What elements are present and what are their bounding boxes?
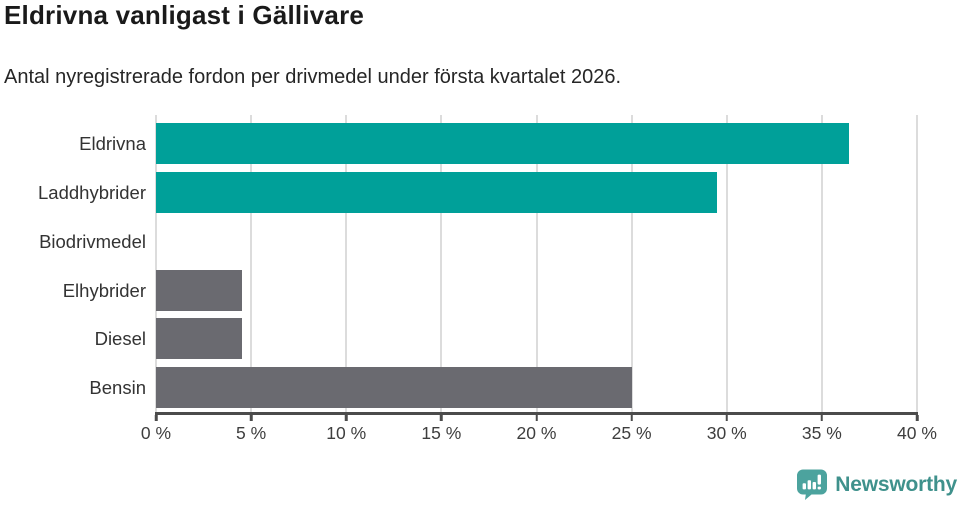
x-tick-mark (345, 415, 348, 421)
x-tick-label: 10 % (326, 423, 367, 443)
gridline (630, 115, 633, 413)
x-tick-label: 30 % (706, 423, 747, 443)
category-label: Diesel (94, 328, 146, 350)
x-tick-mark (820, 415, 824, 421)
x-tick-mark (249, 415, 253, 421)
x-tick-label: 40 % (897, 423, 937, 443)
x-tick-mark (535, 415, 538, 421)
category-label: Elhybrider (62, 279, 146, 301)
x-tick-mark (915, 415, 919, 421)
chart-title: Eldrivna vanligast i Gällivare (4, 0, 365, 30)
newsworthy-speech-bubble-barchart-icon (795, 469, 828, 500)
gridline (725, 115, 728, 413)
gridline (916, 115, 918, 413)
gridline (345, 115, 348, 413)
gridline (250, 115, 253, 413)
newsworthy-logo-text: Newsworthy (835, 472, 957, 496)
gridline (155, 115, 157, 413)
bar-elhybrider (156, 269, 242, 311)
category-label: Eldrivna (79, 133, 146, 155)
x-tick-mark (154, 415, 158, 421)
chart-subtitle: Antal nyregistrerade fordon per drivmede… (4, 66, 622, 88)
x-tick-mark (440, 415, 443, 421)
x-tick-label: 0 % (140, 423, 172, 443)
gridline (820, 115, 823, 413)
bar-bensin (156, 367, 632, 409)
bar-diesel (156, 318, 242, 360)
x-axis-line (155, 412, 918, 415)
bar-eldrivna (156, 123, 849, 165)
x-tick-mark (630, 415, 633, 421)
x-tick-label: 35 % (801, 423, 842, 443)
category-label: Bensin (89, 377, 146, 399)
x-tick-mark (725, 415, 728, 421)
gridline (535, 115, 538, 413)
x-tick-label: 25 % (611, 423, 652, 443)
x-tick-label: 20 % (516, 423, 557, 443)
bar-laddhybrider (156, 172, 718, 214)
gridline (440, 115, 443, 413)
category-label: Laddhybrider (38, 182, 146, 204)
x-tick-label: 15 % (421, 423, 462, 443)
bar-chart-plot-area (155, 115, 918, 413)
newsworthy-logo[interactable]: Newsworthy (795, 469, 957, 500)
category-label: Biodrivmedel (39, 230, 146, 252)
x-tick-label: 5 % (236, 423, 267, 443)
